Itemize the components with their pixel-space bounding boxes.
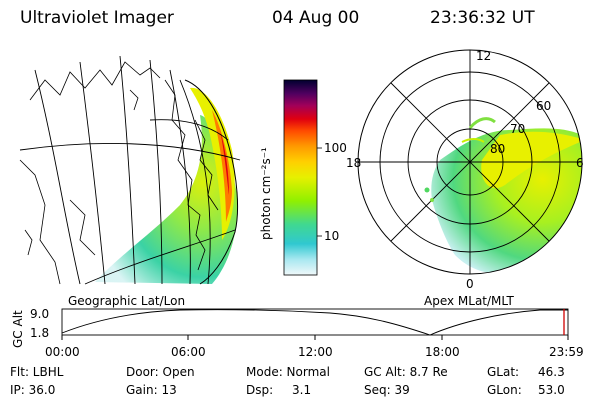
mlt-label-18: 18 (346, 156, 362, 170)
timeline-plot (61, 308, 569, 340)
aurora-left-oval (190, 87, 235, 241)
status-glon-value: 53.0 (538, 383, 565, 397)
timeline-tick-1200: 12:00 (298, 345, 333, 359)
mlt-label-12: 12 (476, 49, 492, 63)
status-dsp-value: 3.1 (292, 383, 312, 397)
timeline-tick-0600: 06:00 (171, 345, 206, 359)
parallels (19, 119, 241, 285)
status-glat-label: GLat: (487, 365, 520, 379)
timeline-y-label: GC Alt (11, 310, 25, 348)
status-dsp-label: Dsp: (246, 383, 274, 397)
colorbar-tick-100: 100 (324, 141, 347, 155)
geographic-caption: Geographic Lat/Lon (68, 294, 186, 308)
status-flt: Flt: LBHL (10, 365, 64, 379)
timeline-tick-1800: 18:00 (425, 345, 460, 359)
lat-label-60: 60 (536, 99, 552, 113)
coastlines (19, 61, 219, 285)
time-label: 23:36:32 UT (430, 8, 535, 28)
status-door: Door: Open (126, 365, 195, 379)
colorbar-tick-10: 10 (324, 229, 340, 243)
instrument-title: Ultraviolet Imager (20, 8, 174, 28)
colorbar (283, 79, 322, 276)
date-label: 04 Aug 00 (272, 8, 360, 28)
earth-limb (184, 79, 238, 285)
status-seq: Seq: 39 (364, 383, 410, 397)
aurora-right (431, 128, 582, 274)
timeline-y-min: 1.8 (30, 326, 50, 340)
apex-caption: Apex MLat/MLT (424, 294, 514, 308)
altitude-curve (61, 309, 568, 336)
mlt-label-6: 6 (576, 156, 584, 170)
timeline-tick-2359: 23:59 (549, 345, 584, 359)
colorbar-label: photon cm⁻²s⁻¹ (259, 147, 273, 240)
lat-label-70: 70 (510, 122, 526, 136)
status-mode: Mode: Normal (246, 365, 330, 379)
aurora-left-core (212, 110, 232, 222)
status-glon-label: GLon: (487, 383, 522, 397)
status-glat-value: 46.3 (538, 365, 565, 379)
geographic-map (19, 55, 241, 285)
timeline-y-max: 9.0 (30, 307, 50, 321)
lat-label-80: 80 (490, 142, 506, 156)
status-gc-alt: GC Alt: 8.7 Re (364, 365, 448, 379)
status-ip: IP: 36.0 (10, 383, 56, 397)
polar-map (357, 49, 583, 275)
mlt-label-0: 0 (466, 277, 474, 291)
meridians (34, 55, 211, 285)
timeline-tick-0000: 00:00 (45, 345, 80, 359)
status-gain: Gain: 13 (126, 383, 177, 397)
